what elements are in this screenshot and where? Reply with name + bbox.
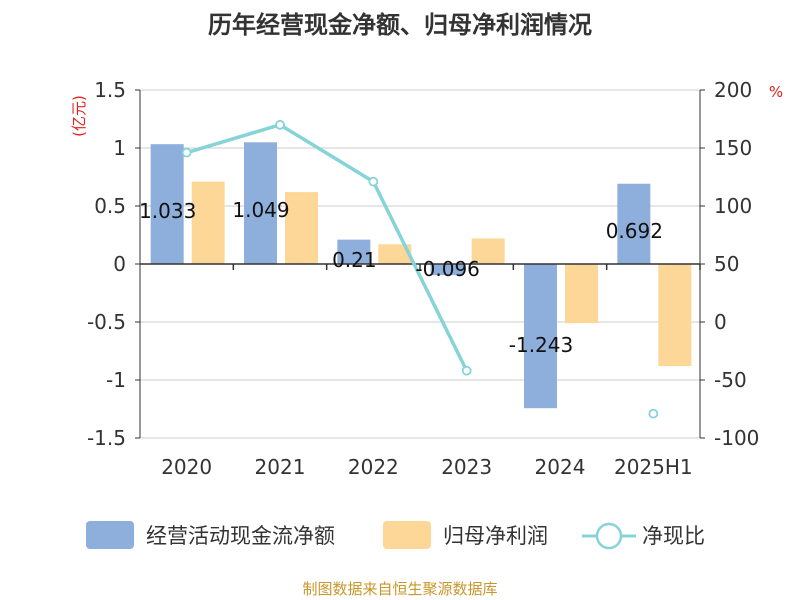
bar-profit	[565, 264, 598, 324]
data-labels: 1.033 1.049 0.21 -0.096 -1.243 0.692	[139, 198, 663, 357]
x-tick-label: 2024	[535, 455, 586, 479]
left-tick-label: 0.5	[94, 194, 126, 218]
x-tick-label: 2020	[161, 455, 212, 479]
right-axis-unit: %	[769, 83, 783, 101]
ratio-point	[181, 147, 192, 158]
legend: 经营活动现金流净额 归母净利润 净现比	[86, 521, 705, 550]
x-tick-label: 2025H1	[614, 455, 693, 479]
x-tick-label: 2021	[255, 455, 306, 479]
ratio-point	[461, 365, 472, 376]
bar-profit	[378, 244, 412, 264]
right-tick-label: -100	[714, 426, 759, 450]
legend-label-cashflow: 经营活动现金流净额	[146, 524, 335, 548]
left-tick-label: 0	[113, 252, 126, 276]
left-tick-label: -1.5	[87, 426, 126, 450]
left-tick-label: 1.5	[94, 78, 126, 102]
left-tick-label: -1	[106, 368, 126, 392]
bar-data-label: 0.692	[606, 219, 663, 243]
bar-cashflow	[430, 264, 464, 276]
left-tick-label: -0.5	[87, 310, 126, 334]
x-tick-label: 2022	[348, 455, 399, 479]
ratio-point	[648, 408, 659, 419]
gridlines	[140, 89, 700, 439]
bar-profit	[471, 238, 505, 264]
legend-swatch-profit	[383, 521, 431, 549]
x-tick-label: 2023	[441, 455, 492, 479]
legend-marker-ratio	[595, 522, 623, 550]
bar-cashflow	[244, 142, 277, 264]
ratio-point	[275, 119, 285, 130]
bar-data-label: 1.049	[232, 198, 289, 222]
right-tick-label: 0	[714, 310, 727, 334]
legend-label-ratio: 净现比	[642, 524, 705, 548]
legend-swatch-cashflow	[86, 521, 134, 549]
right-tick-label: 100	[714, 194, 752, 218]
right-tick-label: 50	[714, 252, 739, 276]
bars	[150, 142, 692, 409]
left-axis-unit: (亿元)	[70, 95, 88, 137]
right-tick-label: 200	[714, 78, 752, 102]
bar-cashflow	[337, 239, 371, 264]
right-tick-label: 150	[714, 136, 752, 160]
bar-data-label: 0.21	[332, 248, 377, 272]
ratio-line-path	[186, 122, 469, 372]
bar-profit	[191, 181, 225, 264]
left-tick-label: 1	[113, 136, 126, 160]
ratio-line	[181, 119, 659, 419]
ratio-point	[368, 176, 379, 187]
bar-cashflow	[617, 183, 651, 264]
bar-cashflow	[150, 144, 184, 264]
legend-label-profit: 归母净利润	[443, 524, 548, 548]
bar-profit	[658, 264, 692, 367]
bar-data-label: 1.033	[139, 199, 196, 223]
source-note: 制图数据来自恒生聚源数据库	[302, 580, 497, 598]
axes: 1.5 1 0.5 0 -0.5 -1 -1.5 200 150 100 50 0 -50 -100 202…	[87, 78, 759, 479]
bar-profit	[285, 192, 318, 264]
bar-cashflow	[524, 264, 557, 409]
right-tick-label: -50	[714, 368, 747, 392]
bar-data-label: -1.243	[509, 333, 573, 357]
bar-data-label: -0.096	[415, 257, 479, 281]
chart-title: 历年经营现金净额、归母净利润情况	[208, 11, 592, 39]
